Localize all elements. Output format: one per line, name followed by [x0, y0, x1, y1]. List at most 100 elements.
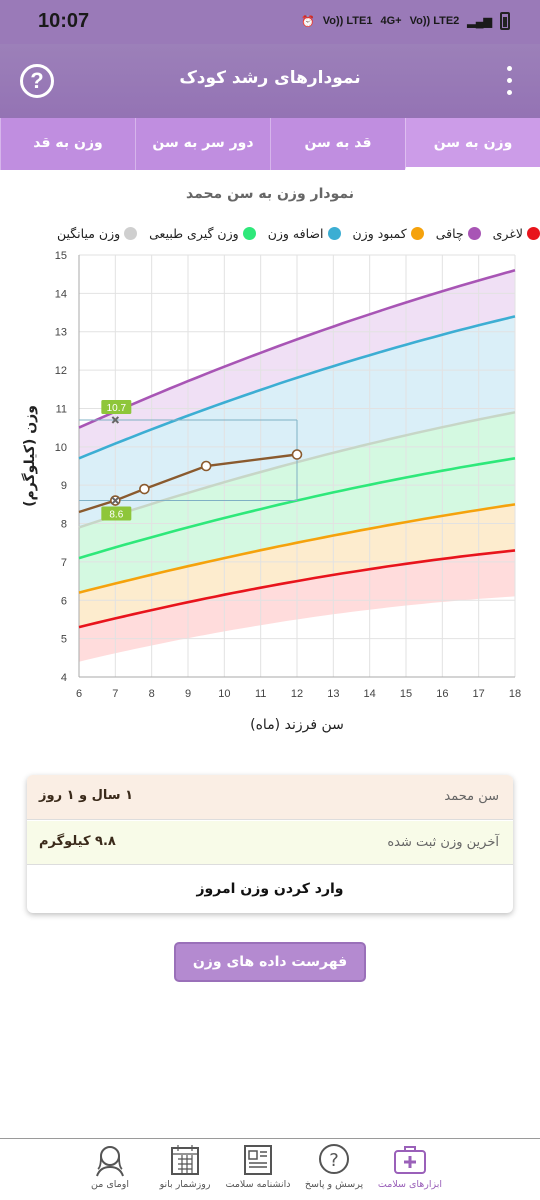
legend-swatch — [124, 227, 138, 240]
x-axis-title: سن فرزند (ماه) — [250, 717, 344, 733]
age-value: ۱ سال و ۱ روز — [39, 788, 134, 803]
legend-item: وزن گیری طبیعی — [149, 226, 256, 241]
y-tick-label: 4 — [61, 672, 67, 684]
reference-label: 10.7 — [107, 403, 127, 414]
reference-label-box — [101, 399, 132, 414]
y-tick-label: 9 — [61, 480, 67, 492]
x-tick-label: 13 — [327, 688, 339, 700]
last-weight-row: آخرین وزن ثبت شده ۹.۸ کیلوگرم — [27, 821, 513, 865]
percentile-curve — [78, 549, 516, 629]
question-circle-icon: ? — [30, 68, 44, 93]
y-tick-label: 7 — [61, 557, 67, 569]
y-tick-label: 12 — [55, 365, 67, 377]
question-bubble-icon: ? — [319, 1144, 349, 1174]
percentile-curve — [78, 315, 516, 460]
x-tick-label: 14 — [364, 688, 376, 700]
legend-label: لاغری — [492, 226, 523, 241]
status-time: 10:07 — [38, 10, 90, 32]
y-tick-label: 10 — [55, 442, 67, 454]
legend-swatch — [242, 227, 256, 240]
x-tick-label: 7 — [112, 688, 118, 700]
sim1-label: Vo)) LTE1 — [322, 15, 373, 27]
chart-tabs: وزن به سن قد به سن دور سر به سن وزن به ق… — [0, 118, 540, 170]
child-weight-point — [291, 449, 303, 460]
child-weight-point — [200, 460, 212, 472]
status-icons: ⏰ Vo)) LTE1 4G+ Vo)) LTE2 ▂▄▆ — [301, 12, 510, 30]
more-vert-icon[interactable] — [506, 66, 514, 98]
y-tick-label: 14 — [55, 288, 67, 300]
x-tick-label: 8 — [149, 688, 155, 700]
age-label: سن محمد — [444, 789, 499, 804]
tab-weight-for-age[interactable]: وزن به سن — [405, 118, 540, 170]
legend-item: وزن میانگین — [56, 226, 138, 241]
legend-item: کمبود وزن — [353, 226, 424, 241]
battery-icon — [500, 12, 510, 30]
info-card: سن محمد ۱ سال و ۱ روز آخرین وزن ثبت شده … — [27, 775, 513, 913]
x-tick-label: 15 — [400, 688, 412, 700]
reference-label-box — [101, 506, 132, 521]
chart-legend: لاغری چاقی کمبود وزن اضافه وزن وزن گیری طبیع… — [0, 226, 540, 248]
x-tick-label: 18 — [509, 688, 521, 700]
x-tick-label: 6 — [76, 688, 82, 700]
help-button[interactable]: ? — [20, 64, 54, 98]
y-tick-label: 8 — [61, 519, 67, 531]
x-tick-label: 17 — [473, 688, 485, 700]
nav-label-profile: اومای من — [91, 1179, 129, 1190]
last-weight-value: ۹.۸ کیلوگرم — [39, 834, 116, 849]
x-tick-label: 12 — [291, 688, 303, 700]
nav-item-encyclopedia[interactable]: دانشنامه سلامت — [223, 1143, 293, 1190]
calendar-icon — [171, 1145, 199, 1175]
x-tick-label: 9 — [185, 688, 191, 700]
enter-weight-button[interactable]: وارد کردن وزن امروز — [196, 881, 344, 897]
y-axis-title: وزن (کیلوگرم) — [21, 405, 38, 507]
reference-marker — [111, 416, 120, 424]
legend-swatch — [467, 227, 481, 240]
legend-swatch — [410, 227, 424, 240]
percentile-curve — [78, 503, 516, 594]
network-label: 4G+ — [380, 15, 402, 27]
x-tick-label: 16 — [436, 688, 448, 700]
growth-chart: 6 7 8 9 10 11 12 13 14 15 16 17 18 4 5 6 7 8 9 10 11 12 13 14 15… — [21, 250, 521, 733]
age-row: سن محمد ۱ سال و ۱ روز — [27, 775, 513, 820]
alarm-icon: ⏰ — [301, 15, 315, 28]
legend-items: لاغری چاقی کمبود وزن اضافه وزن وزن گیری طبیع… — [45, 226, 540, 241]
legend-label: چاقی — [435, 226, 464, 241]
tab-height-for-age[interactable]: قد به سن — [270, 118, 405, 170]
y-tick-label: 13 — [55, 327, 67, 339]
nav-label-qa: پرسش و پاسخ — [304, 1179, 364, 1190]
legend-swatch — [527, 227, 540, 240]
legend-item: اضافه وزن — [268, 226, 341, 241]
nav-item-health-tools[interactable]: ابزارهای سلامت — [375, 1143, 445, 1190]
nav-label-encyclopedia: دانشنامه سلامت — [225, 1179, 291, 1190]
signal-icon: ▂▄▆ — [467, 15, 492, 28]
legend-label: کمبود وزن — [352, 226, 407, 241]
nav-item-qa[interactable]: ? پرسش و پاسخ — [299, 1143, 369, 1190]
bottom-nav: ابزارهای سلامت ? پرسش و پاسخ دانشنامه سل… — [0, 1138, 540, 1200]
last-weight-label: آخرین وزن ثبت شده — [387, 835, 499, 850]
sim2-label: Vo)) LTE2 — [409, 15, 460, 27]
y-tick-label: 5 — [61, 634, 67, 646]
tab-weight-for-height[interactable]: وزن به قد — [0, 118, 135, 170]
x-tick-label: 11 — [255, 688, 266, 700]
tab-head-circumference-for-age[interactable]: دور سر به سن — [135, 118, 270, 170]
woman-avatar-icon — [96, 1146, 124, 1177]
legend-swatch — [327, 227, 341, 240]
legend-label: اضافه وزن — [267, 226, 324, 241]
reference-marker — [111, 496, 120, 505]
nav-item-calendar[interactable]: روزشمار بانو — [150, 1143, 220, 1190]
y-tick-label: 11 — [56, 403, 67, 415]
y-tick-label: 6 — [61, 595, 67, 607]
reference-label: 8.6 — [109, 510, 123, 521]
y-tick-label: 15 — [55, 250, 67, 262]
newspaper-icon — [244, 1145, 272, 1175]
chart-title: نمودار وزن به سن محمد — [185, 186, 354, 202]
nav-item-profile[interactable]: اومای من — [75, 1143, 145, 1190]
legend-item: لاغری — [493, 226, 540, 241]
nav-label-calendar: روزشمار بانو — [159, 1179, 211, 1190]
status-bar: 10:07 ⏰ Vo)) LTE1 4G+ Vo)) LTE2 ▂▄▆ — [0, 0, 540, 44]
app-bar: ? نمودارهای رشد کودک — [0, 44, 540, 118]
child-weight-point — [139, 483, 150, 495]
legend-label: وزن میانگین — [56, 226, 121, 241]
weight-list-button[interactable]: فهرست داده های وزن محمد — [174, 942, 366, 1006]
x-tick-label: 10 — [218, 688, 230, 700]
